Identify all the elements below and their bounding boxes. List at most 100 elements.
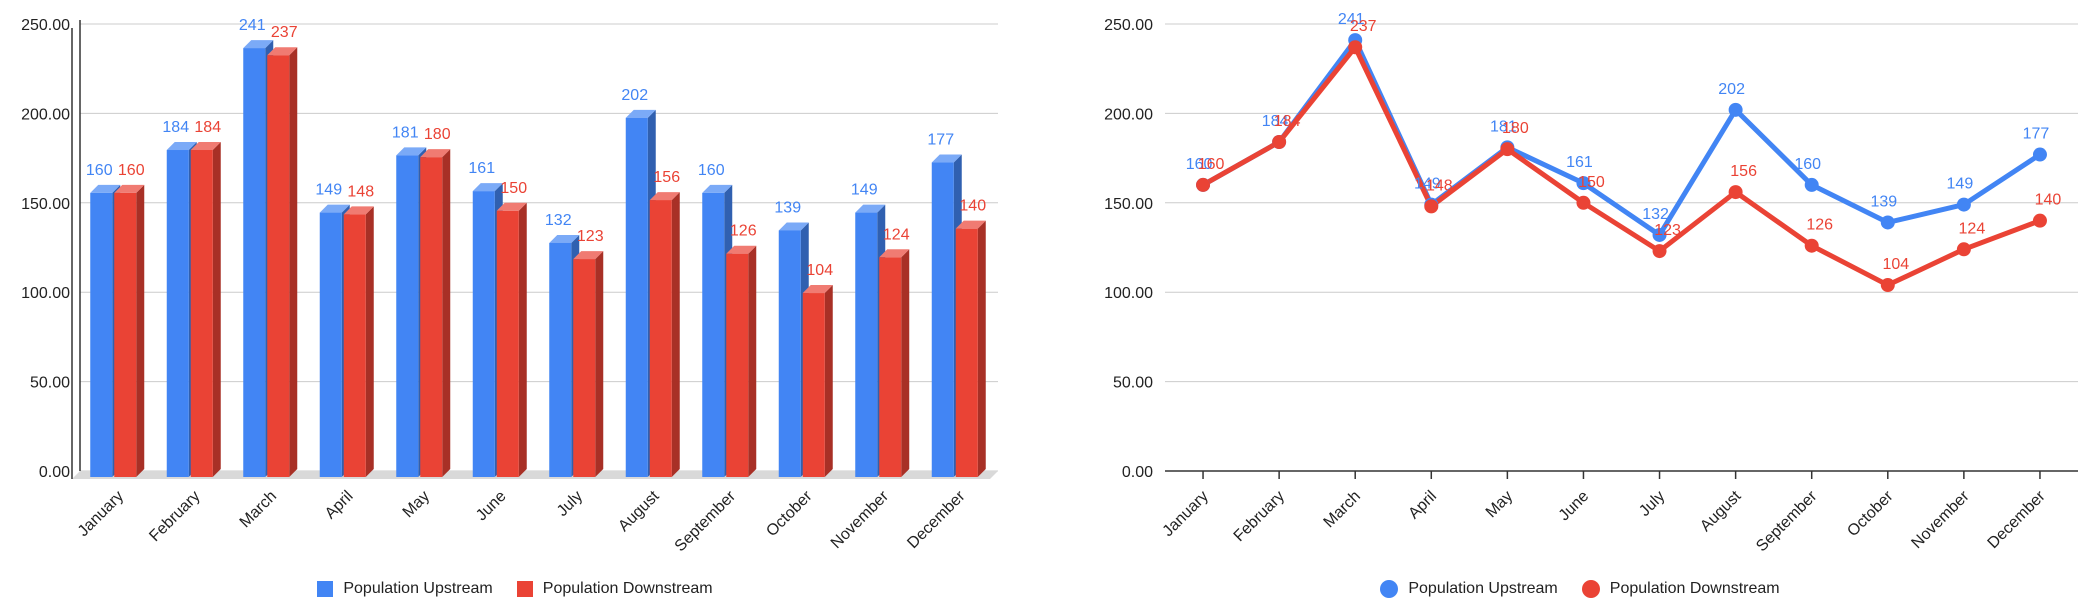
data-label-upstream: 241 (1338, 11, 1365, 28)
data-label-downstream: 160 (118, 162, 145, 179)
x-tick-label: July (554, 488, 586, 520)
bar-downstream (726, 253, 749, 477)
line-chart: 0.00 50.00 100.00 150.00 200.00 250.00 January… (1104, 11, 2078, 555)
bar-side-downstream (595, 251, 604, 477)
x-tick-label: May (400, 488, 433, 521)
bar-top-downstream (114, 184, 145, 193)
data-label-upstream: 184 (1262, 113, 1289, 130)
data-label-upstream: 149 (315, 182, 342, 199)
legend-label-upstream: Population Upstream (343, 580, 493, 597)
data-label-upstream: 184 (162, 119, 189, 136)
y-tick-label: 100.00 (21, 285, 70, 302)
bar-side-downstream (977, 220, 986, 477)
bar-chart-legend: Population Upstream Population Downstrea… (0, 580, 1030, 598)
bar-upstream (166, 150, 189, 477)
bar-top-upstream (166, 142, 197, 151)
data-label-upstream: 161 (468, 160, 495, 177)
legend-item-upstream: Population Upstream (317, 580, 493, 598)
data-point-upstream (1804, 177, 1819, 192)
x-tick-label: December (904, 487, 969, 552)
x-tick-label: June (1556, 488, 1593, 525)
data-label-downstream: 104 (806, 262, 833, 279)
bar-side-downstream (136, 184, 145, 478)
x-tick-label: November (828, 487, 893, 552)
data-point-downstream (1348, 40, 1363, 55)
x-tick-label: December (1985, 487, 2050, 552)
data-label-upstream: 160 (1186, 156, 1213, 173)
data-point-downstream (2032, 213, 2047, 228)
x-tick-label: September (672, 487, 740, 555)
data-label-upstream: 177 (2023, 126, 2050, 143)
bar-top-downstream (267, 47, 298, 56)
bar-side-downstream (212, 142, 221, 477)
data-label-upstream: 132 (1642, 206, 1669, 223)
y-tick-label: 150.00 (1104, 196, 1153, 213)
data-label-downstream: 126 (1806, 217, 1833, 234)
x-tick-label: August (615, 487, 663, 535)
bar-upstream (90, 192, 113, 478)
chart-floor (72, 471, 998, 479)
bar-upstream (472, 191, 495, 477)
bar-downstream (190, 150, 213, 477)
data-label-upstream: 241 (239, 17, 266, 34)
bar-top-upstream (319, 204, 350, 213)
data-label-upstream: 132 (545, 212, 572, 229)
data-point-downstream (1804, 238, 1819, 253)
bar-top-downstream (420, 149, 451, 158)
y-tick-label: 0.00 (39, 464, 70, 481)
x-tick-label: February (146, 488, 203, 545)
data-label-downstream: 150 (500, 180, 527, 197)
y-tick-label: 250.00 (1104, 17, 1153, 34)
data-label-downstream: 184 (1274, 113, 1301, 130)
bar-top-upstream (625, 109, 656, 118)
data-label-downstream: 156 (653, 169, 680, 186)
x-tick-label: May (1483, 488, 1516, 521)
bar-top-downstream (879, 249, 910, 258)
bar-top-upstream (396, 147, 427, 156)
x-tick-label: April (322, 488, 357, 523)
bar-top-upstream (702, 184, 733, 193)
data-point-upstream (1956, 197, 1971, 212)
data-label-downstream: 126 (730, 223, 757, 240)
y-tick-label: 150.00 (21, 196, 70, 213)
legend-swatch-upstream (1380, 580, 1399, 598)
bar-top-downstream (802, 285, 833, 294)
bar-side-downstream (442, 149, 451, 477)
bar-top-upstream (243, 40, 274, 49)
data-point-downstream (1956, 242, 1971, 257)
legend-swatch-downstream (1581, 580, 1600, 598)
bar-chart-panel: 0.00 50.00 100.00 150.00 200.00 250.00 160 160 J… (0, 0, 1030, 612)
bar-top-upstream (931, 154, 962, 163)
bar-downstream (420, 157, 443, 477)
data-label-downstream: 148 (347, 183, 374, 200)
bar-top-downstream (343, 206, 374, 215)
bar-side-downstream (289, 47, 298, 478)
x-tick-label: November (1908, 487, 1973, 552)
data-point-downstream (1728, 185, 1743, 200)
bar-top-downstream (649, 192, 680, 201)
data-point-downstream (1576, 195, 1591, 210)
bar-upstream (243, 48, 266, 477)
data-label-downstream: 237 (271, 24, 298, 41)
bar-side-downstream (824, 285, 833, 477)
bar-side-downstream (671, 192, 680, 477)
x-tick-label: October (1844, 487, 1897, 540)
data-label-downstream: 180 (1502, 120, 1529, 137)
data-label-downstream: 104 (1882, 256, 1909, 273)
bar-top-downstream (496, 202, 527, 211)
bar-downstream (955, 228, 978, 477)
y-tick-label: 200.00 (1104, 106, 1153, 123)
x-tick-label: October (763, 487, 816, 540)
data-label-upstream: 202 (621, 87, 648, 104)
data-label-downstream: 184 (194, 119, 221, 136)
data-label-downstream: 148 (1426, 177, 1453, 194)
data-label-upstream: 160 (86, 162, 113, 179)
bar-side-downstream (365, 206, 374, 477)
legend-label-downstream: Population Downstream (542, 580, 713, 597)
bar-upstream (931, 162, 954, 478)
bar-downstream (879, 257, 902, 477)
bar-side-downstream (518, 202, 527, 478)
bar-upstream (702, 192, 725, 478)
data-label-downstream: 124 (883, 226, 910, 243)
line-chart-panel: 0.00 50.00 100.00 150.00 200.00 250.00 January… (1060, 0, 2100, 612)
